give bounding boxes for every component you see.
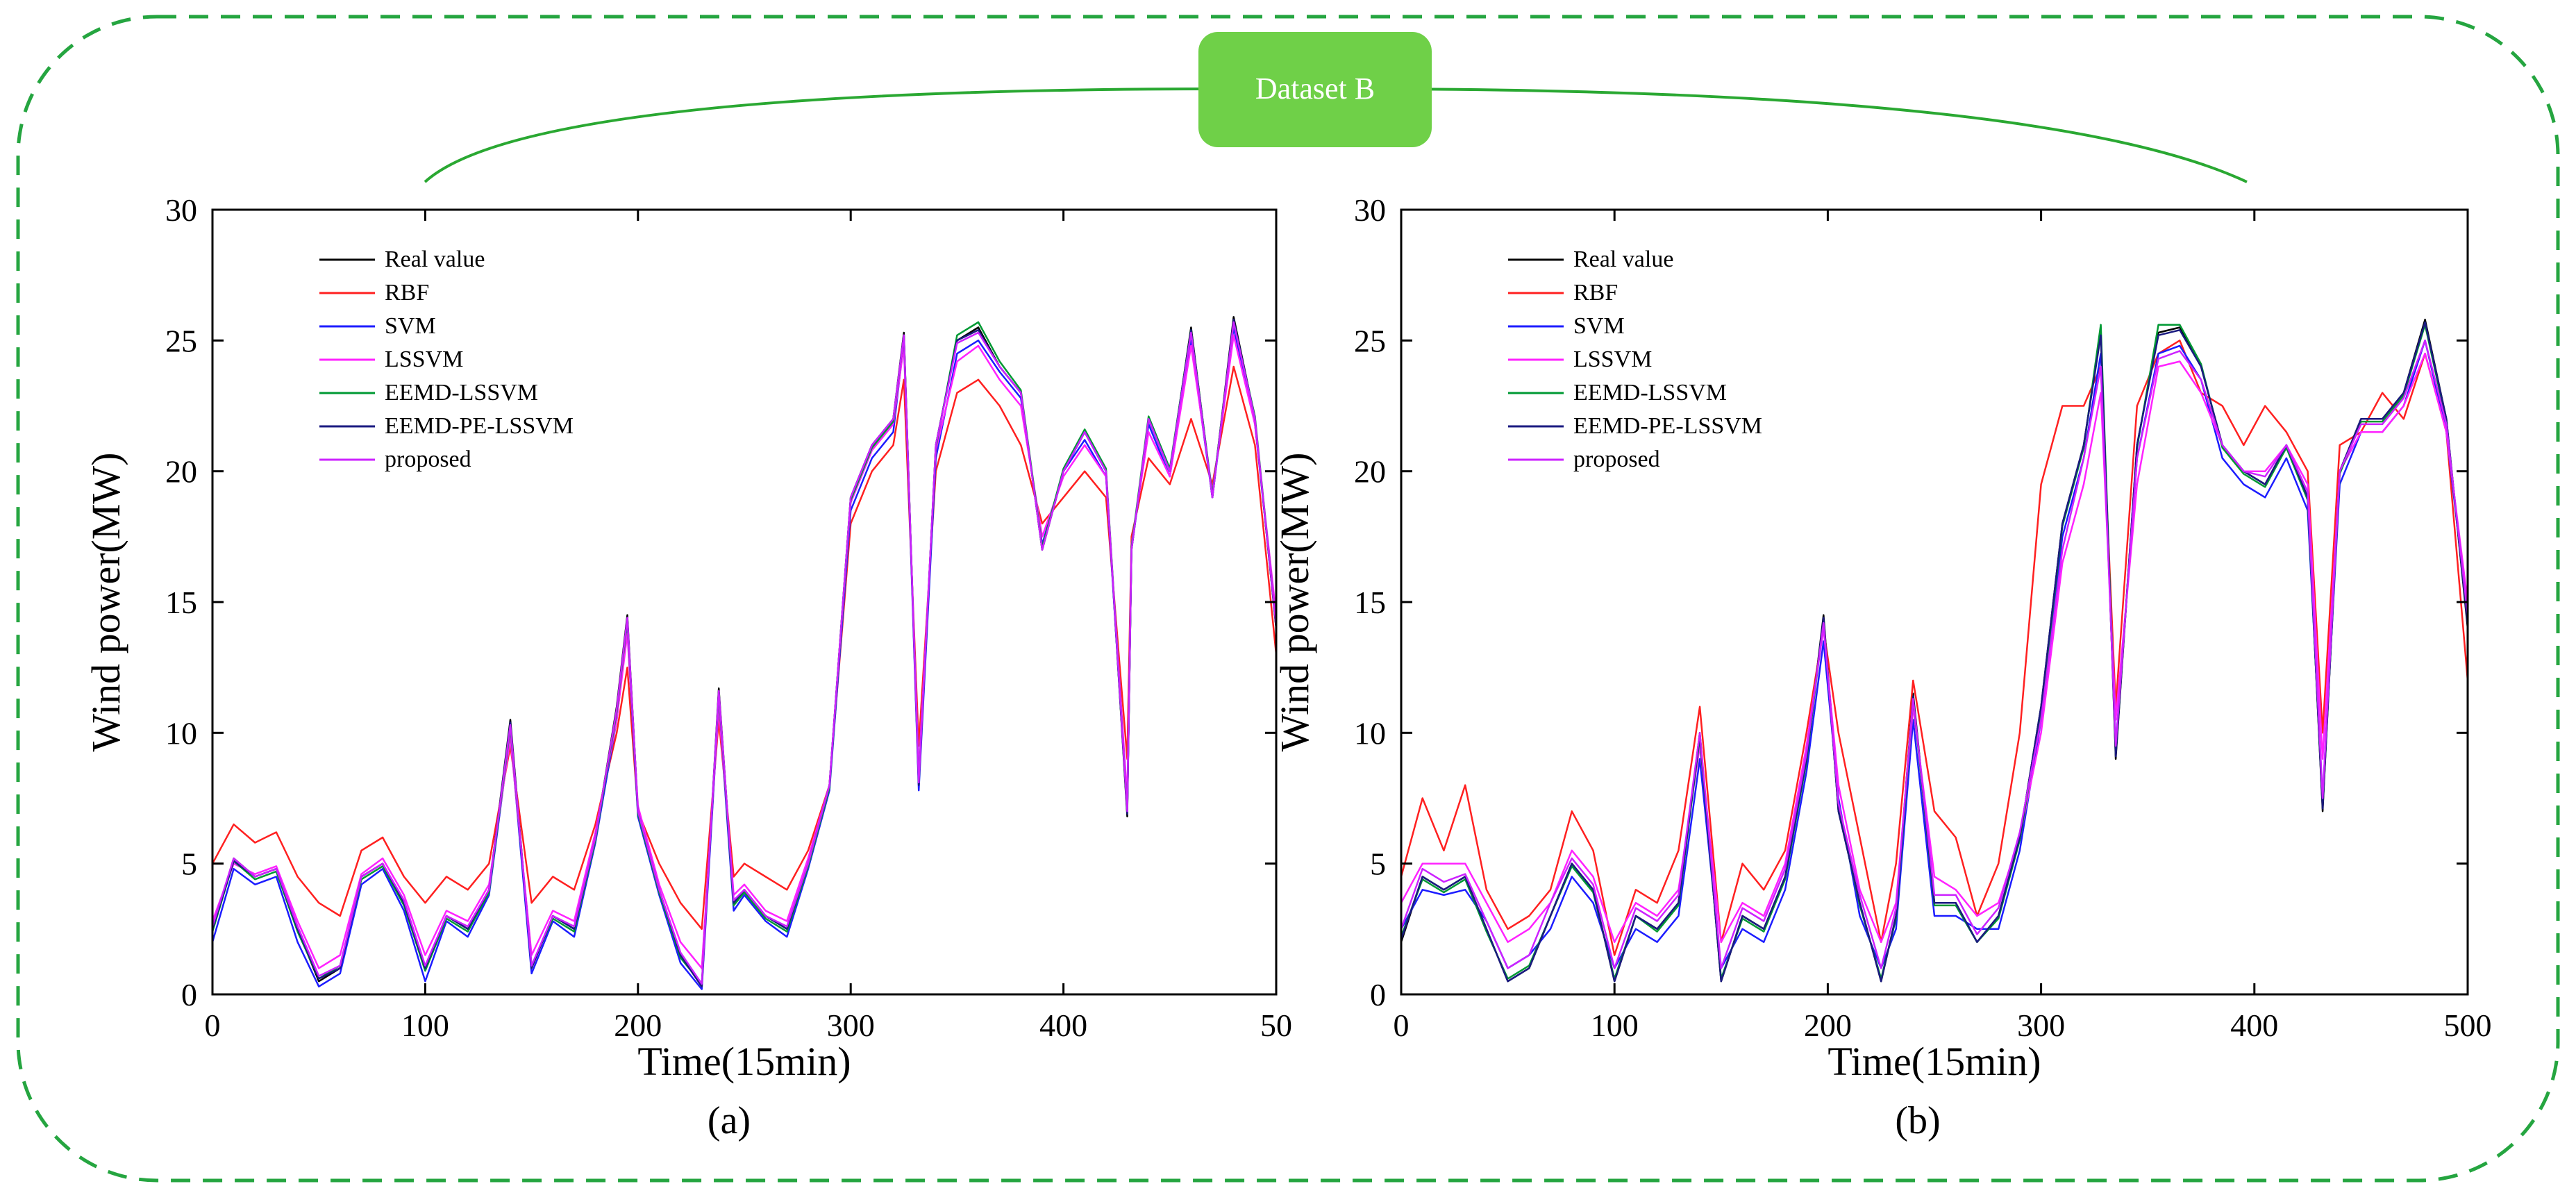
series-lines (212, 316, 1276, 990)
x-tick-label: 400 (2230, 1008, 2278, 1043)
legend-label: LSSVM (1573, 347, 1652, 372)
series-line-rbf (212, 365, 1276, 930)
chart-panel-a: 0 100 200 300 400 50051015202530Time(15min)Wi… (83, 192, 1292, 1142)
y-tick-label: 0 (1370, 977, 1386, 1012)
dataset-banner: Dataset B (1198, 32, 1432, 147)
y-tick-label: 10 (165, 715, 197, 751)
panel-caption: (a) (708, 1099, 751, 1142)
series-line-rbf (1401, 340, 2468, 956)
x-tick-label: 200 (1804, 1008, 1852, 1043)
y-tick-label: 15 (165, 585, 197, 620)
x-tick-label: 300 (2017, 1008, 2065, 1043)
x-tick-label: 500 (2444, 1008, 2492, 1043)
y-tick-label: 30 (1354, 192, 1386, 228)
series-line-proposed (1401, 340, 2468, 969)
series-line-lssvm (1401, 352, 2468, 943)
y-tick-label: 15 (1354, 585, 1386, 620)
y-tick-label: 10 (1354, 715, 1386, 751)
series-line-proposed (212, 321, 1276, 985)
x-tick-label: 100 (1591, 1008, 1639, 1043)
legend-label: SVM (1573, 313, 1625, 339)
y-tick-label: 5 (1370, 846, 1386, 882)
plot-area (1401, 210, 2468, 994)
legend: Real value RBF SVM LSSVM EEMD-LSSVM EEMD-PE-L… (1508, 247, 1762, 472)
dataset-frame (16, 15, 2560, 1183)
y-tick-label: 0 (181, 977, 197, 1012)
x-tick-label: 50 (1260, 1008, 1292, 1043)
x-tick-label: 300 (827, 1008, 875, 1043)
banner-box (1198, 32, 1432, 147)
y-tick-label: 30 (165, 192, 197, 228)
legend-label: EEMD-PE-LSSVM (1573, 413, 1762, 439)
y-tick-label: 25 (1354, 323, 1386, 358)
x-tick-label: 0 (205, 1008, 221, 1043)
legend-label: proposed (385, 446, 471, 472)
x-tick-label: 0 (1394, 1008, 1410, 1043)
series-lines (1401, 318, 2468, 983)
x-axis-label: Time(15min) (1828, 1039, 2041, 1084)
legend-label: EEMD-LSSVM (385, 380, 538, 406)
chart-panel-b: 0 100 200 300 400 500 0 5 10 15 20 25 30 Time(15min) W… (1272, 192, 2492, 1142)
legend-label: EEMD-LSSVM (1573, 380, 1727, 406)
x-axis-label: Time(15min) (637, 1039, 851, 1084)
panel-caption: (b) (1895, 1099, 1940, 1142)
x-tick-label: 100 (401, 1008, 449, 1043)
y-tick-label: 20 (165, 454, 197, 490)
y-tick-label: 5 (181, 846, 197, 882)
y-tick-label: 20 (1354, 454, 1386, 490)
series-line-svm (1401, 340, 2468, 969)
series-line-eemd-lssvm (1401, 324, 2468, 980)
legend-label: Real value (1573, 247, 1673, 272)
legend-label: proposed (1573, 446, 1660, 472)
legend: Real value RBF SVM LSSVM EEMD-LSSVM EEMD-PE-L… (319, 247, 574, 472)
y-axis-label: Wind power(MW) (1272, 453, 1317, 752)
legend-label: RBF (1573, 280, 1618, 306)
legend-label: EEMD-PE-LSSVM (385, 413, 574, 439)
y-tick-label: 25 (165, 323, 197, 358)
legend-label: RBF (385, 280, 429, 306)
legend-label: SVM (385, 313, 436, 339)
x-tick-label: 200 (614, 1008, 662, 1043)
legend-label: LSSVM (385, 347, 463, 372)
y-axis-label: Wind power(MW) (83, 453, 128, 752)
x-tick-label: 400 (1039, 1008, 1087, 1043)
banner-label: Dataset B (1255, 72, 1375, 106)
legend-label: Real value (385, 247, 485, 272)
